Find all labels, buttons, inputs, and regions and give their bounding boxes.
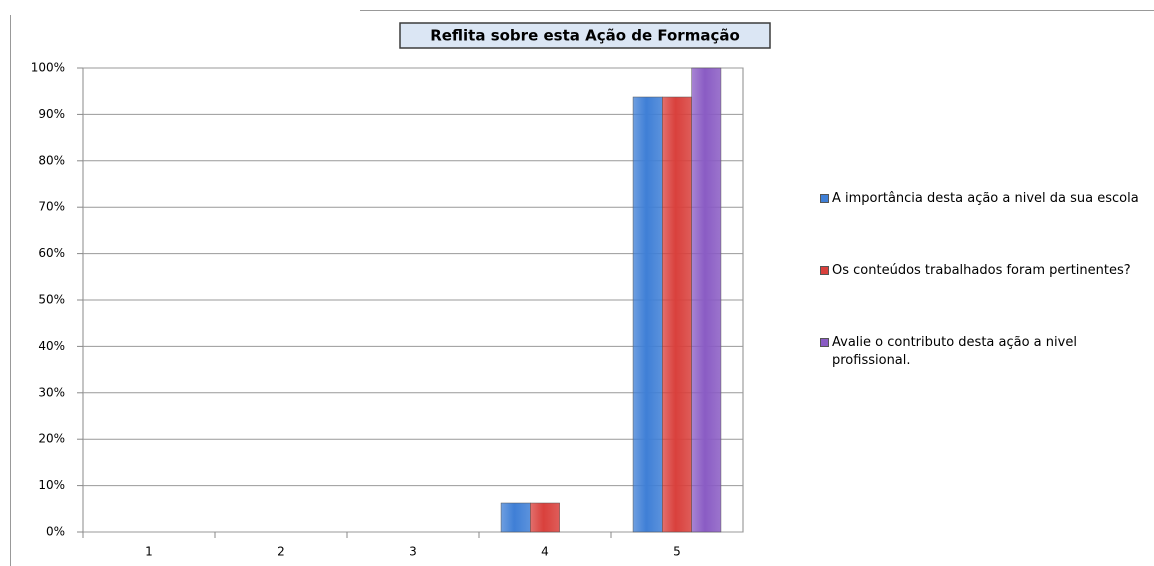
legend-label: Os conteúdos trabalhados foram pertinent… bbox=[832, 263, 1131, 278]
bar bbox=[500, 502, 531, 533]
legend-swatch bbox=[820, 194, 829, 203]
y-tick-label: 50% bbox=[38, 293, 65, 307]
legend-item: Os conteúdos trabalhados foram pertinent… bbox=[820, 262, 1150, 280]
x-tick-label: 4 bbox=[541, 545, 549, 559]
chart-title: Reflita sobre esta Ação de Formação bbox=[430, 27, 740, 45]
y-tick-label: 60% bbox=[38, 246, 65, 260]
legend-item: Avalie o contributo desta ação a nivel p… bbox=[820, 334, 1150, 370]
y-tick-label: 40% bbox=[38, 339, 65, 353]
bar bbox=[691, 67, 722, 533]
legend-item: A importância desta ação a nivel da sua … bbox=[820, 190, 1150, 208]
y-tick-label: 100% bbox=[31, 61, 65, 75]
bar bbox=[632, 96, 663, 533]
bar bbox=[530, 502, 560, 533]
y-tick-label: 80% bbox=[38, 153, 65, 167]
y-tick-label: 30% bbox=[38, 385, 65, 399]
legend-label: Avalie o contributo desta ação a nivel p… bbox=[832, 335, 1077, 368]
legend-label: A importância desta ação a nivel da sua … bbox=[832, 191, 1139, 206]
bar bbox=[662, 96, 692, 533]
x-tick-label: 2 bbox=[277, 545, 285, 559]
x-tick-label: 3 bbox=[409, 545, 417, 559]
legend-swatch bbox=[820, 266, 829, 275]
y-tick-label: 10% bbox=[38, 478, 65, 492]
title-box bbox=[399, 22, 771, 49]
y-tick-label: 20% bbox=[38, 432, 65, 446]
y-tick-label: 90% bbox=[38, 107, 65, 121]
legend-swatch bbox=[820, 338, 829, 347]
y-tick-label: 0% bbox=[46, 525, 65, 539]
y-tick-label: 70% bbox=[38, 200, 65, 214]
x-tick-label: 1 bbox=[145, 545, 153, 559]
x-tick-label: 5 bbox=[673, 545, 681, 559]
